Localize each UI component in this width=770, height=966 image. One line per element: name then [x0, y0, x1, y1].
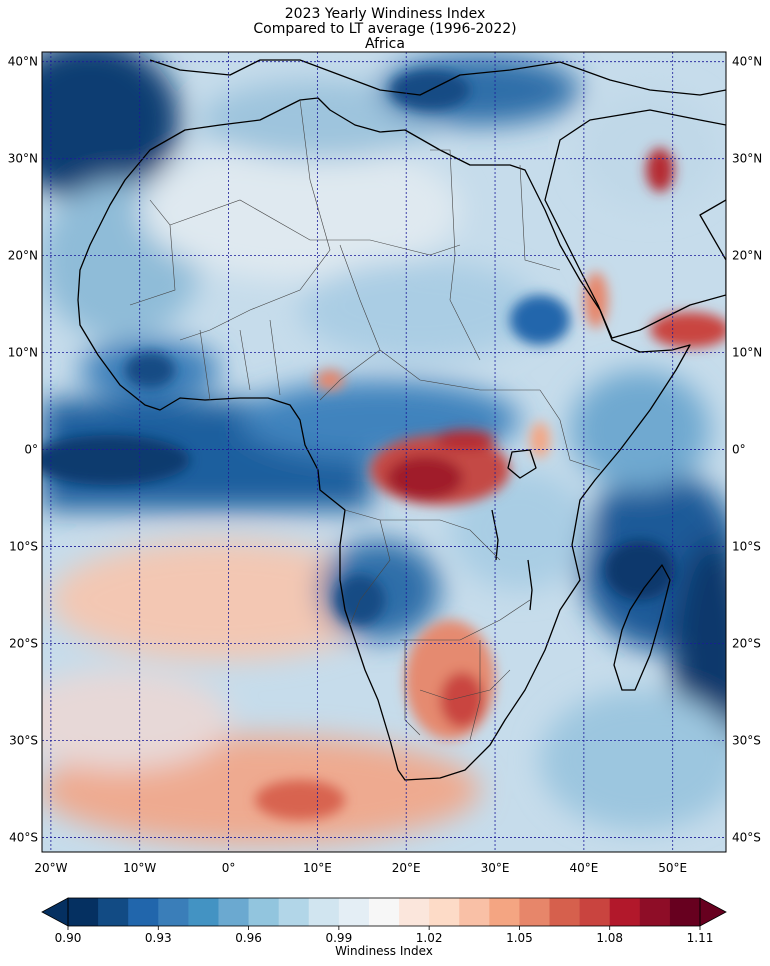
- lon-tick-label: 10°W: [123, 861, 156, 875]
- lon-tick-label: 40°E: [569, 861, 598, 875]
- lat-tick-label-left: 40°N: [8, 55, 38, 69]
- lat-tick-label-left: 30°N: [8, 152, 38, 166]
- colorbar-segment: [128, 898, 159, 926]
- map-subtitle: Compared to LT average (1996-2022): [253, 21, 517, 37]
- colorbar-segment: [519, 898, 551, 926]
- lat-tick-label-left: 10°N: [8, 346, 38, 360]
- longitude-labels: 20°W 10°W 0° 10°E 20°E 30°E 40°E 50°E: [34, 861, 687, 875]
- colorbar-segment: [669, 898, 701, 926]
- colorbar-tick-label: 1.05: [506, 931, 533, 945]
- lon-tick-label: 10°E: [303, 861, 332, 875]
- lat-tick-label-left: 0°: [24, 443, 38, 457]
- colorbar-label: Windiness Index: [335, 944, 433, 958]
- latitude-labels: 40°N 40°N 30°N 30°N 20°N 20°N 10°N 10°N 0° 0° 10°S…: [8, 55, 763, 845]
- lat-tick-label-right: 20°N: [732, 249, 762, 263]
- gridlines: [42, 52, 726, 852]
- lat-tick-label-right: 30°S: [732, 733, 761, 747]
- lat-tick-label-left: 10°S: [9, 540, 38, 554]
- lake-victoria: [507, 449, 537, 479]
- lat-tick-label-right: 10°S: [732, 540, 761, 554]
- colorbar-segment: [188, 898, 219, 926]
- lake-malawi: [527, 559, 533, 611]
- colorbar-frame: [67, 897, 701, 927]
- coastlines: [77, 59, 726, 781]
- colorbar-segment: [278, 898, 310, 926]
- lon-tick-label: 20°W: [34, 861, 67, 875]
- colorbar-segment: [158, 898, 189, 926]
- map-region: Africa: [365, 36, 405, 52]
- lat-tick-label-left: 20°N: [8, 249, 38, 263]
- lat-tick-label-right: 0°: [732, 443, 746, 457]
- colorbar: 0.90 0.93 0.96 0.99 1.02 1.05 1.08 1.11: [41, 897, 727, 945]
- windiness-field: [42, 52, 726, 852]
- lon-tick-label: 30°E: [481, 861, 510, 875]
- map-title: 2023 Yearly Windiness Index: [284, 6, 486, 22]
- colorbar-segment: [399, 898, 430, 926]
- colorbar-segment: [639, 898, 671, 926]
- colorbar-tick-label: 0.96: [235, 931, 262, 945]
- colorbar-segment: [489, 898, 520, 926]
- lat-tick-label-right: 40°N: [732, 55, 762, 69]
- colorbar-tick-label: 1.08: [596, 931, 623, 945]
- colorbar-tick-label: 0.90: [55, 931, 82, 945]
- colorbar-segment: [459, 898, 490, 926]
- lat-tick-label-right: 20°S: [732, 637, 761, 651]
- lake-tanganyika: [491, 509, 499, 561]
- lat-tick-label-left: 40°S: [9, 830, 38, 844]
- arabian-coastline: [544, 109, 726, 339]
- lat-tick-label-left: 20°S: [9, 637, 38, 651]
- colorbar-segment: [98, 898, 129, 926]
- colorbar-tick-label: 1.11: [687, 931, 714, 945]
- colorbar-max-extend: [699, 897, 727, 927]
- lat-tick-label-right: 30°N: [732, 152, 762, 166]
- colorbar-segment: [609, 898, 641, 926]
- colorbar-segment: [308, 898, 340, 926]
- lon-tick-label: 0°: [222, 861, 236, 875]
- map-frame: [41, 51, 727, 853]
- colorbar-tick-label: 0.93: [145, 931, 172, 945]
- lon-tick-label: 50°E: [658, 861, 687, 875]
- lon-tick-label: 20°E: [392, 861, 421, 875]
- colorbar-segment: [68, 898, 99, 926]
- colorbar-segment: [368, 898, 400, 926]
- lat-tick-label-right: 40°S: [732, 830, 761, 844]
- colorbar-segment: [429, 898, 460, 926]
- colorbar-segment: [579, 898, 611, 926]
- colorbar-segment: [218, 898, 250, 926]
- madagascar-coastline: [613, 564, 671, 691]
- lat-tick-label-right: 10°N: [732, 346, 762, 360]
- colorbar-tick-label: 1.02: [416, 931, 443, 945]
- africa-coastline: [77, 97, 691, 781]
- colorbar-min-extend: [41, 897, 69, 927]
- colorbar-segment: [549, 898, 581, 926]
- europe-coastline: [149, 59, 726, 96]
- colorbar-segment: [248, 898, 280, 926]
- colorbar-tick-label: 0.99: [325, 931, 352, 945]
- colorbar-segment: [338, 898, 370, 926]
- lat-tick-label-left: 30°S: [9, 733, 38, 747]
